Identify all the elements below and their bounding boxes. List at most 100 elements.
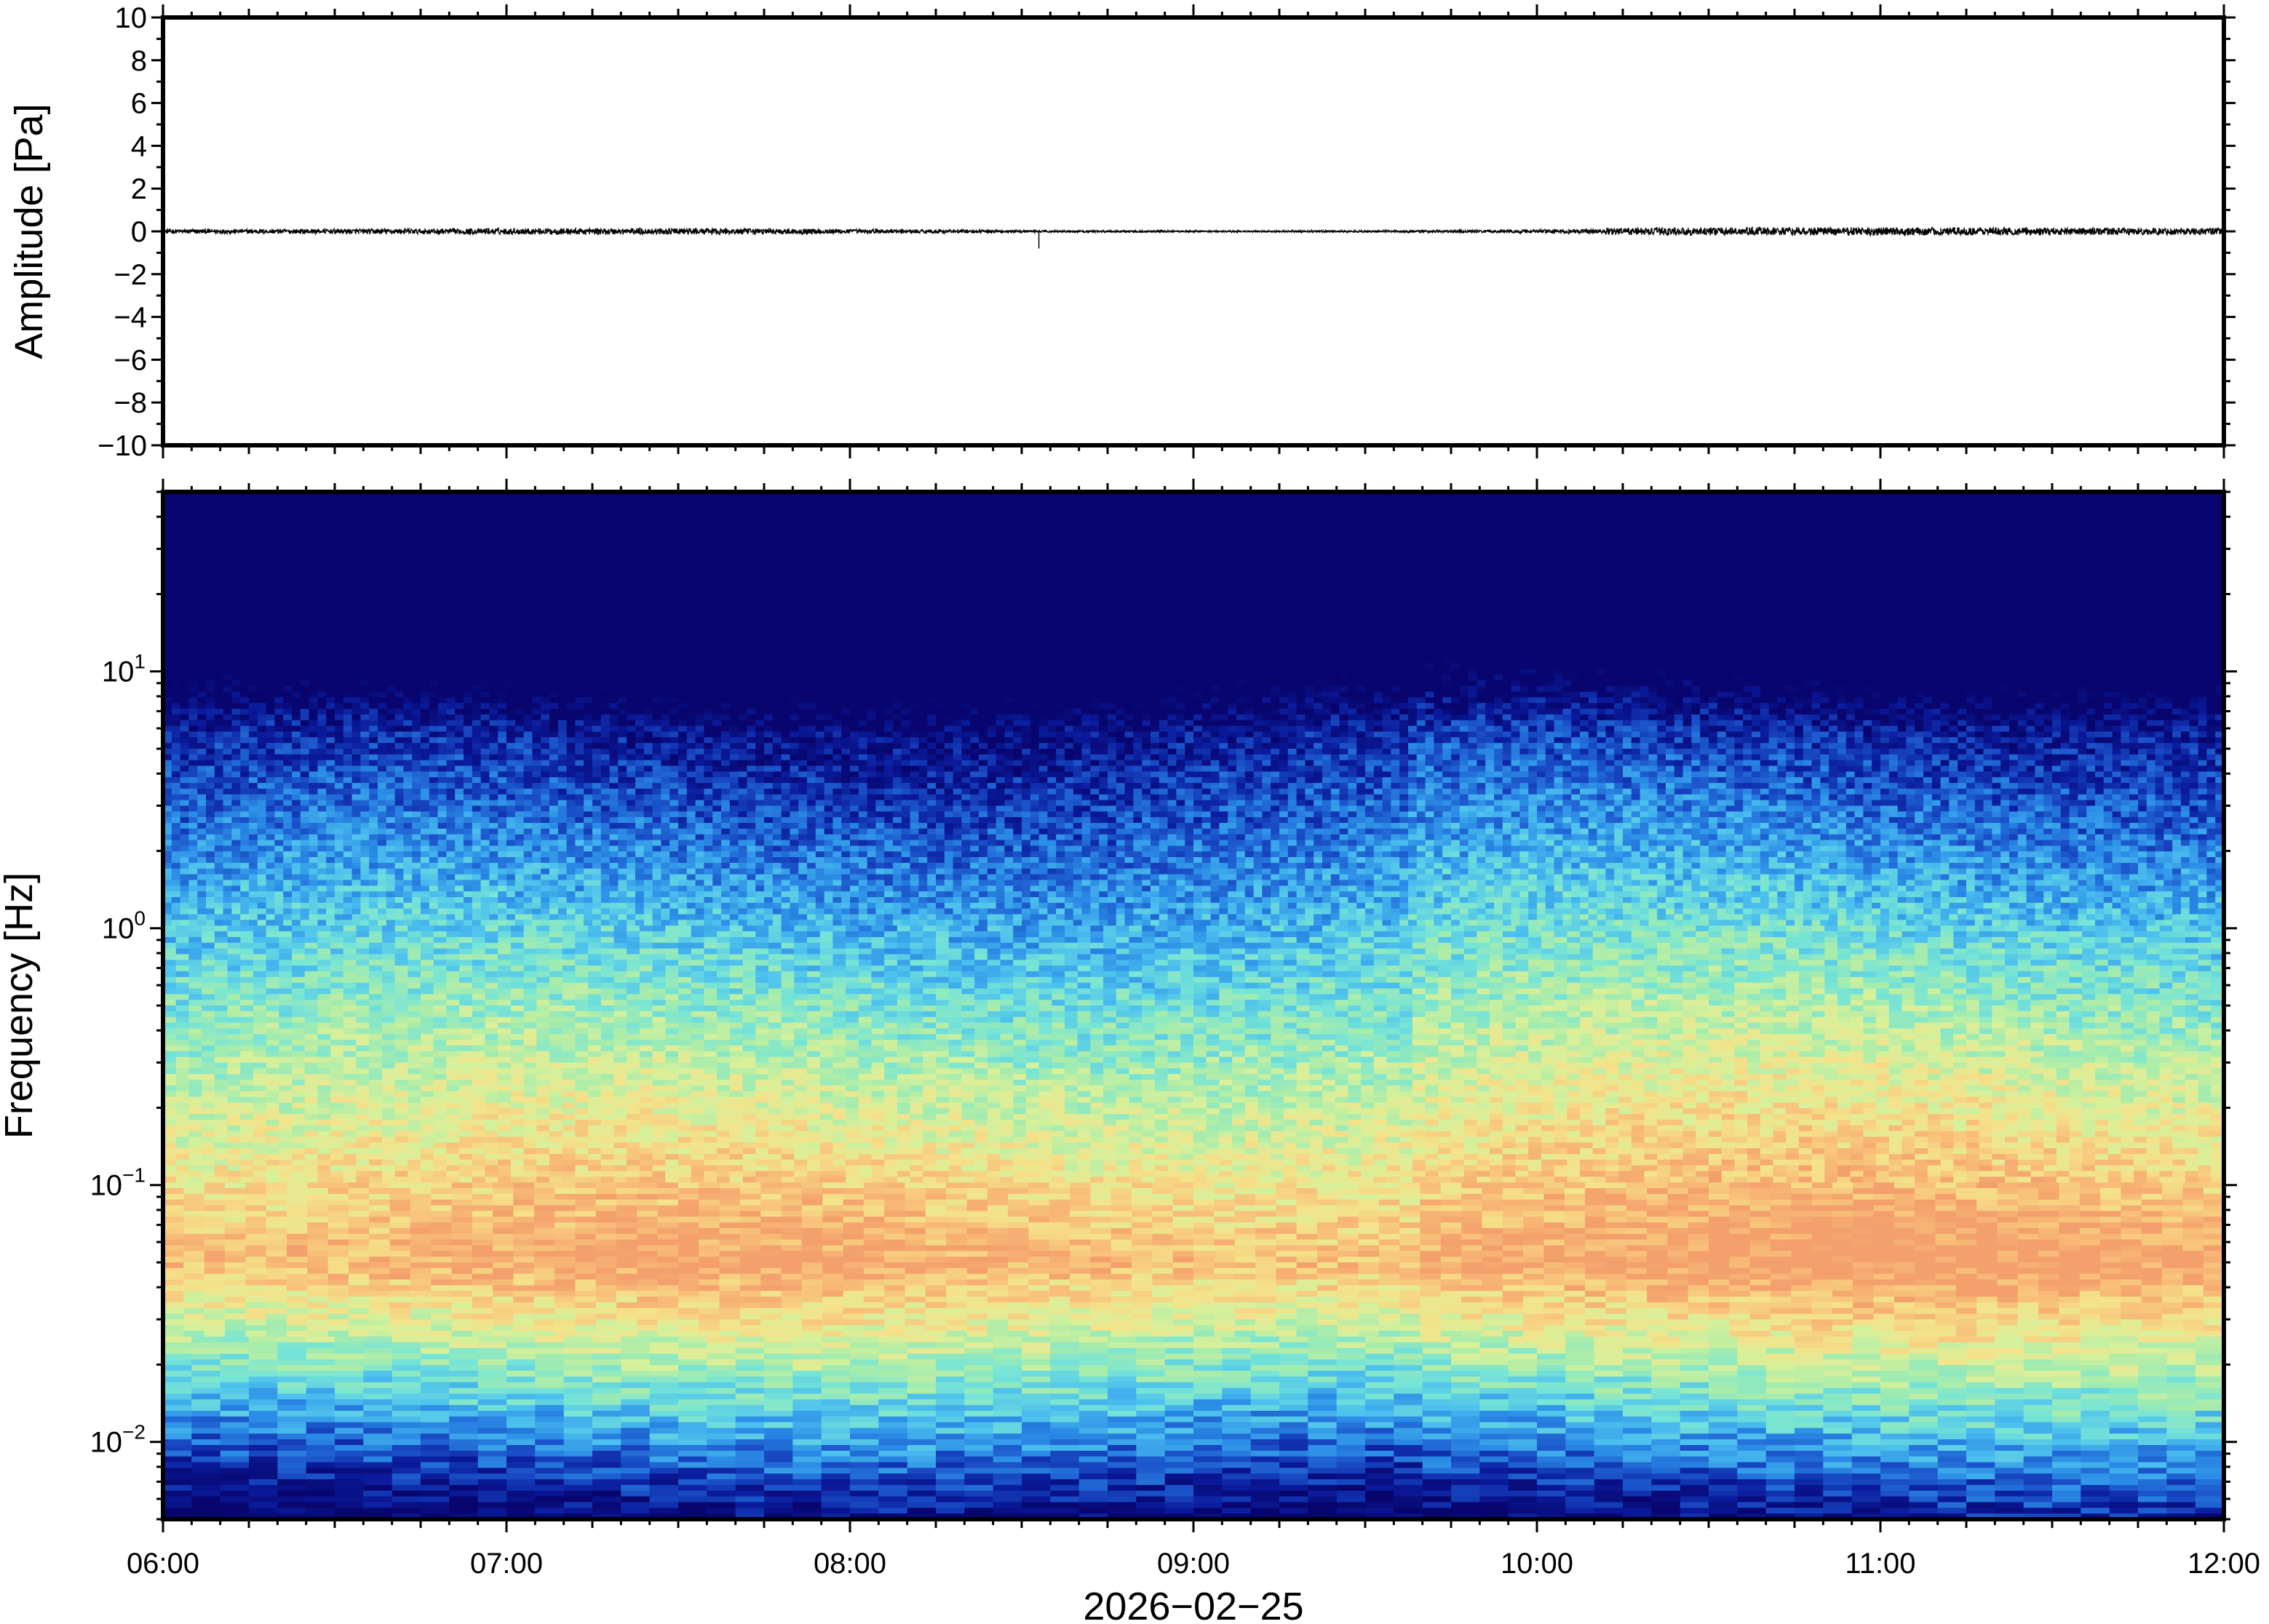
spectrogram-cell — [541, 492, 550, 498]
spectrogram-cell — [1142, 554, 1151, 561]
spectrogram-cell — [1081, 537, 1092, 544]
spectrogram-cell — [1829, 600, 1838, 607]
spectrogram-cell — [721, 583, 731, 590]
spectrogram-cell — [1795, 514, 1804, 521]
spectrogram-cell — [738, 503, 748, 510]
spectrogram-cell — [833, 531, 842, 538]
spectrogram-cell — [1271, 520, 1280, 527]
spectrogram-cell — [704, 537, 713, 544]
spectrogram-cell — [1356, 526, 1366, 533]
spectrogram-cell — [403, 566, 413, 573]
spectrogram-cell — [326, 543, 335, 550]
spectrogram-cell — [1305, 560, 1314, 567]
spectrogram-cell — [1597, 554, 1607, 561]
spectrogram-cell — [2086, 566, 2096, 573]
spectrogram-cell — [437, 520, 448, 527]
spectrogram-cell — [1193, 526, 1203, 533]
spectrogram-cell — [1494, 543, 1503, 550]
spectrogram-cell — [781, 520, 791, 527]
spectrogram-cell — [1056, 566, 1065, 573]
spectrogram-cell — [1682, 503, 1693, 510]
spectrogram-cell — [1657, 554, 1666, 561]
spectrogram-cell — [214, 577, 224, 584]
spectrogram-cell — [575, 520, 584, 527]
spectrogram-cell — [1065, 514, 1074, 521]
spectrogram-cell — [1124, 497, 1134, 504]
spectrogram-cell — [1038, 577, 1049, 584]
spectrogram-cell — [1287, 577, 1298, 584]
spectrogram-cell — [1811, 497, 1821, 504]
spectrogram-cell — [2215, 594, 2224, 601]
spectrogram-cell — [721, 554, 731, 561]
spectrogram-cell — [1597, 549, 1607, 555]
spectrogram-cell — [2000, 600, 2010, 607]
spectrogram-cell — [351, 589, 362, 595]
spectrogram-cell — [1030, 526, 1040, 533]
spectrogram-cell — [541, 549, 550, 555]
spectrogram-cell — [858, 520, 868, 527]
spectrogram-cell — [1854, 503, 1864, 510]
spectrogram-cell — [326, 509, 335, 516]
spectrogram-cell — [755, 520, 765, 527]
spectrogram-cell — [1081, 600, 1092, 607]
spectrogram-cell — [480, 537, 490, 544]
spectrogram-cell — [979, 520, 988, 527]
spectrogram-cell — [1399, 583, 1409, 590]
spectrogram-cell — [1554, 492, 1564, 498]
spectrogram-cell — [557, 497, 568, 504]
spectrogram-cell — [2103, 509, 2113, 516]
spectrogram-cell — [1657, 560, 1666, 567]
spectrogram-cell — [2121, 543, 2130, 550]
spectrogram-cell — [635, 537, 645, 544]
spectrogram-cell — [1382, 526, 1392, 533]
spectrogram-cell — [2189, 549, 2199, 555]
spectrogram-cell — [858, 543, 868, 550]
spectrogram-cell — [249, 589, 258, 595]
spectrogram-cell — [1047, 594, 1057, 601]
spectrogram-cell — [180, 492, 190, 498]
spectrogram-cell — [223, 537, 233, 544]
spectrogram-cell — [1244, 503, 1255, 510]
spectrogram-cell — [1571, 577, 1581, 584]
spectrogram-cell — [944, 577, 954, 584]
spectrogram-cell — [1528, 589, 1538, 595]
spectrogram-cell — [1151, 571, 1160, 578]
spectrogram-cell — [1151, 560, 1160, 567]
spectrogram-cell — [1090, 554, 1100, 561]
spectrogram-cell — [1666, 537, 1675, 544]
spectrogram-cell — [987, 549, 997, 555]
spectrogram-cell — [249, 571, 258, 578]
spectrogram-cell — [257, 594, 267, 601]
spectrogram-cell — [695, 497, 705, 504]
spectrogram-cell — [652, 560, 662, 567]
spectrogram-cell — [1674, 526, 1684, 533]
spectrogram-cell — [1296, 543, 1306, 550]
spectrogram-cell — [1537, 600, 1546, 607]
spectrogram-cell — [1580, 492, 1589, 498]
spectrogram-cell — [1279, 554, 1289, 561]
spectrogram-cell — [403, 514, 413, 521]
spectrogram-cell — [2181, 543, 2190, 550]
spectrogram-cell — [1880, 497, 1890, 504]
spectrogram-cell — [764, 526, 774, 533]
spectrogram-cell — [1923, 543, 1933, 550]
spectrogram-cell — [1185, 514, 1194, 521]
spectrogram-cell — [1666, 503, 1675, 510]
spectrogram-cell — [421, 566, 430, 573]
spectrogram-cell — [627, 589, 636, 595]
spectrogram-cell — [1159, 560, 1169, 567]
spectrogram-cell — [1717, 600, 1727, 607]
spectrogram-cell — [850, 571, 859, 578]
spectrogram-cell — [240, 497, 250, 504]
spectrogram-cell — [1949, 537, 1958, 544]
spectrogram-cell — [600, 583, 611, 590]
spectrogram-cell — [824, 514, 834, 521]
spectrogram-cell — [2043, 571, 2053, 578]
spectrogram-cell — [266, 526, 276, 533]
spectrogram-cell — [1305, 514, 1314, 521]
spectrogram-cell — [1373, 554, 1383, 561]
spectrogram-cell — [566, 537, 576, 544]
spectrogram-cell — [455, 531, 464, 538]
spectrogram-cell — [609, 531, 619, 538]
spectrogram-cell — [2215, 509, 2224, 516]
